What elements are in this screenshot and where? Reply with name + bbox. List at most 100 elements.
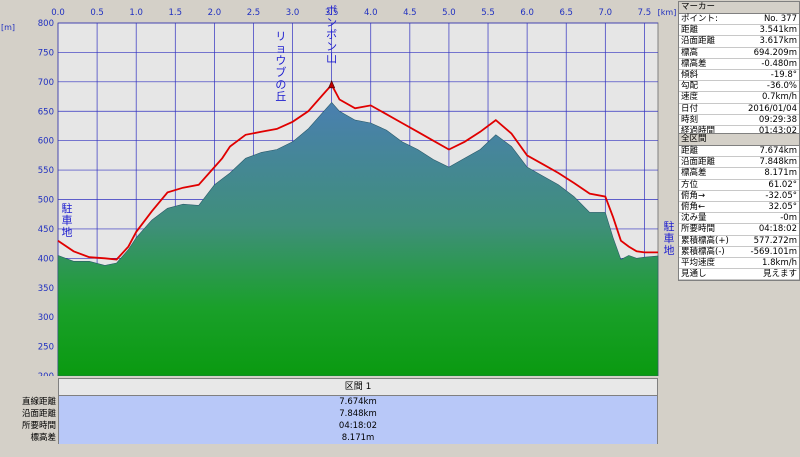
x-unit-label: [km] xyxy=(658,8,677,17)
section-panel-key: 距離 xyxy=(681,146,699,156)
section-panel-value: 32.05° xyxy=(768,201,797,212)
summary-header[interactable]: 区間 1 xyxy=(58,378,658,396)
point-annotation: ボンボン山 xyxy=(326,4,337,65)
marker-panel-key: ポイント: xyxy=(681,14,718,24)
marker-panel-row: 傾斜 -19.8° xyxy=(679,69,799,82)
y-tick-label: 400 xyxy=(38,254,54,264)
y-tick-label: 650 xyxy=(38,107,54,117)
section-panel-title: 全区間 xyxy=(679,134,799,146)
section-panel-value: 04:18:02 xyxy=(758,224,797,235)
x-tick-label: 5.0 xyxy=(442,8,456,18)
section-panel-row: 累積標高(+) 577.272m xyxy=(679,236,799,247)
section-panel-value: 8.171m xyxy=(764,168,797,179)
x-tick-label: 0.5 xyxy=(90,8,104,18)
section-panel-value: 61.02° xyxy=(768,179,797,190)
y-tick-label: 450 xyxy=(38,225,54,235)
marker-panel-value: 694.209m xyxy=(753,47,797,58)
section-panel-key: 俯角← xyxy=(681,201,706,212)
y-tick-label: 550 xyxy=(38,166,54,176)
point-annotation: リョウブの丘 xyxy=(275,30,286,103)
x-tick-label: 6.5 xyxy=(559,8,573,18)
marker-panel-value: -19.8° xyxy=(770,69,797,80)
terrain-area xyxy=(57,101,659,376)
section-panel-row: 標高差 8.171m xyxy=(679,168,799,180)
x-tick-label: 1.0 xyxy=(129,8,143,18)
marker-panel-key: 勾配 xyxy=(681,81,699,92)
marker-panel-row: 時刻 09:29:38 xyxy=(679,115,799,126)
x-tick-label: 5.5 xyxy=(481,8,495,18)
y-tick-label: 700 xyxy=(38,78,54,88)
section-panel-key: 俯角→ xyxy=(681,190,706,201)
marker-panel-row: ポイント: No. 377 xyxy=(679,14,799,26)
section-panel-key: 累積標高(+) xyxy=(681,235,729,246)
marker-panel-key: 距離 xyxy=(681,25,699,36)
point-annotation: 駐車地 xyxy=(62,201,73,239)
marker-panel-key: 経過時間 xyxy=(681,125,716,136)
x-tick-label: 2.5 xyxy=(247,8,261,18)
section-panel-key: 標高差 xyxy=(681,168,707,179)
point-annotation: 駐車地 xyxy=(664,219,675,257)
x-tick-label: 4.5 xyxy=(403,8,417,18)
marker-panel-title: マーカー xyxy=(679,2,799,14)
section-panel-row: 累積標高(-) -569.101m xyxy=(679,247,799,258)
marker-panel-row: 沿面距離 3.617km xyxy=(679,36,799,48)
x-tick-label: 4.0 xyxy=(364,8,378,18)
marker-panel-key: 速度 xyxy=(681,92,699,103)
section-panel-key: 所要時間 xyxy=(681,224,716,235)
section-panel-value: -569.101m xyxy=(750,246,798,257)
section-panel-key: 見通し xyxy=(681,269,707,280)
summit-marker xyxy=(328,80,336,89)
marker-panel-key: 標高 xyxy=(681,47,699,58)
section-panel-value: -0m xyxy=(780,213,797,224)
marker-panel-row: 勾配 -36.0% xyxy=(679,81,799,93)
x-tick-label: 7.0 xyxy=(599,8,613,18)
marker-panel-value: -0.480m xyxy=(761,58,797,69)
y-tick-label: 250 xyxy=(38,343,54,353)
section-panel-key: 沈み量 xyxy=(681,213,707,224)
section-panel-value: 見えます xyxy=(762,269,797,280)
section-panel-value: 577.272m xyxy=(753,235,797,246)
y-unit-label: [m] xyxy=(1,23,15,32)
y-tick-label: 800 xyxy=(38,19,54,29)
marker-panel-key: 沿面距離 xyxy=(681,36,716,47)
section-panel-row: 距離 7.674km xyxy=(679,146,799,158)
section-panel-key: 方位 xyxy=(681,179,699,190)
marker-panel-value: 01:43:02 xyxy=(758,125,797,136)
section-panel-row: 所要時間 04:18:02 xyxy=(679,224,799,236)
route-line xyxy=(57,83,658,261)
marker-panel-key: 標高差 xyxy=(681,58,707,69)
marker-panel-value: 2016/01/04 xyxy=(748,103,797,114)
y-tick-label: 750 xyxy=(38,48,54,58)
summary-label: 所要時間 xyxy=(21,421,56,431)
marker-panel-value: No. 377 xyxy=(763,14,797,24)
marker-panel-value: 3.541km xyxy=(759,25,797,36)
section-panel-value: -32.05° xyxy=(765,190,797,201)
y-tick-label: 600 xyxy=(38,137,54,147)
y-tick-label: 500 xyxy=(38,196,54,206)
section-panel-row: 見通し 見えます xyxy=(679,269,799,281)
marker-panel-value: 0.7km/h xyxy=(762,92,797,103)
section-panel-row: 平均速度 1.8km/h xyxy=(679,257,799,270)
x-tick-label: 0.0 xyxy=(51,8,65,18)
section-panel-key: 沿面距離 xyxy=(681,157,716,168)
marker-panel-row: 標高差 -0.480m xyxy=(679,59,799,70)
x-tick-label: 3.5 xyxy=(325,8,339,18)
summary-table: 区間 1 直線距離 7.674km 沿面距離 7.848km 所要時間 04:1… xyxy=(0,376,660,457)
elevation-chart[interactable]: 2002503003504004505005506006507007508000… xyxy=(0,0,678,376)
section-panel-key: 累積標高(-) xyxy=(681,246,725,257)
summary-value: 7.848km xyxy=(58,408,658,420)
marker-panel: マーカー ポイント: No. 377 距離 3.541km 沿面距離 3.617km 標高 6… xyxy=(678,1,800,139)
summary-label: 標高差 xyxy=(30,433,56,443)
marker-panel-key: 日付 xyxy=(681,103,699,114)
marker-panel-row: 速度 0.7km/h xyxy=(679,92,799,104)
marker-panel-value: 3.617km xyxy=(759,36,797,47)
x-tick-label: 7.5 xyxy=(638,8,652,18)
summary-value: 04:18:02 xyxy=(58,420,658,432)
section-panel-value: 1.8km/h xyxy=(762,257,797,268)
section-panel-row: 沿面距離 7.848km xyxy=(679,157,799,169)
summary-value: 8.171m xyxy=(58,432,658,444)
section-panel-row: 俯角→ -32.05° xyxy=(679,191,799,202)
summary-label: 沿面距離 xyxy=(21,409,56,419)
section-panel-value: 7.674km xyxy=(759,146,797,156)
marker-panel-row: 標高 694.209m xyxy=(679,48,799,59)
